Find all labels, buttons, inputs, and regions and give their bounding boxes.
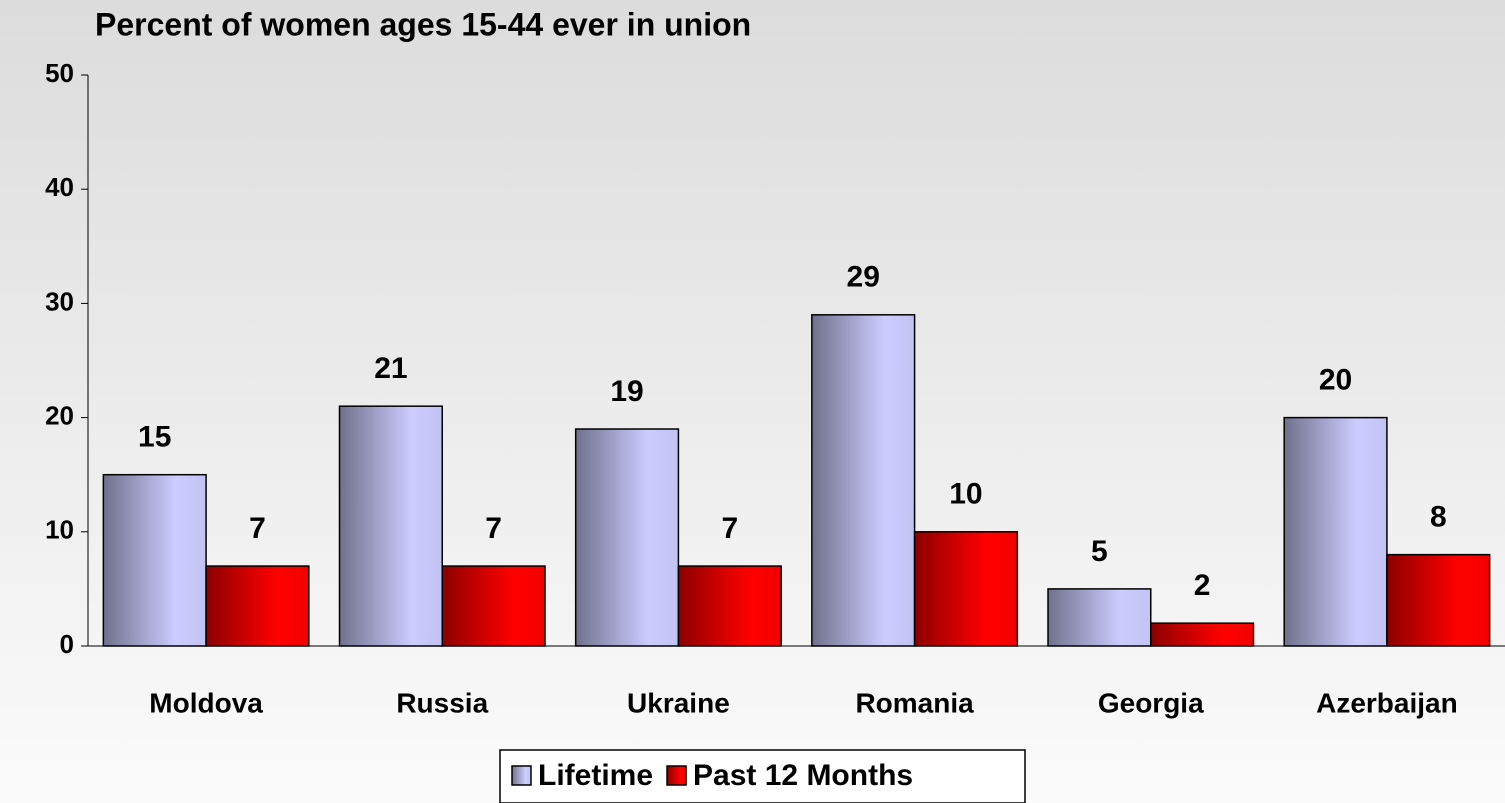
data-label: 5	[1091, 535, 1108, 568]
data-label: 2	[1194, 569, 1211, 602]
legend-box	[499, 749, 1026, 803]
data-label: 8	[1430, 501, 1447, 534]
data-label: 19	[610, 375, 643, 408]
bar-shade	[442, 566, 545, 646]
bar-shade	[339, 406, 443, 646]
x-tick-label: Romania	[855, 687, 974, 718]
bar-shade	[1284, 417, 1387, 646]
chart-title: Percent of women ages 15-44 ever in unio…	[95, 6, 751, 42]
data-label: 20	[1319, 364, 1352, 397]
data-label: 7	[721, 512, 738, 545]
bar-shade	[914, 531, 1018, 646]
x-tick-label: Russia	[396, 687, 488, 718]
y-tick-label: 0	[60, 629, 74, 659]
y-tick-label: 40	[45, 172, 74, 202]
legend-label: Past 12 Months	[693, 759, 913, 792]
bar-shade	[575, 429, 679, 646]
y-tick-label: 50	[45, 58, 74, 88]
bar-shade	[811, 314, 915, 646]
x-tick-label: Moldova	[149, 687, 263, 718]
data-label: 7	[249, 512, 266, 545]
data-label: 29	[847, 261, 880, 294]
x-tick-label: Ukraine	[627, 687, 730, 718]
y-tick-label: 20	[45, 400, 74, 430]
x-tick-label: Azerbaijan	[1316, 687, 1458, 718]
bar-shade	[103, 474, 207, 646]
bar-shade	[1150, 623, 1254, 646]
legend-label: Lifetime	[538, 759, 653, 792]
y-tick-label: 30	[45, 286, 74, 316]
data-label: 10	[949, 478, 982, 511]
x-tick-label: Georgia	[1098, 687, 1204, 718]
data-label: 7	[485, 512, 502, 545]
bar-shade	[678, 566, 782, 646]
legend-swatch-shade	[512, 766, 531, 785]
data-label: 15	[138, 421, 171, 454]
y-tick-label: 10	[45, 515, 74, 545]
bar-shade	[1386, 554, 1490, 646]
legend-swatch-shade	[667, 766, 687, 785]
bar-shade	[206, 566, 309, 646]
data-label: 21	[374, 352, 407, 385]
bar-shade	[1048, 588, 1151, 646]
